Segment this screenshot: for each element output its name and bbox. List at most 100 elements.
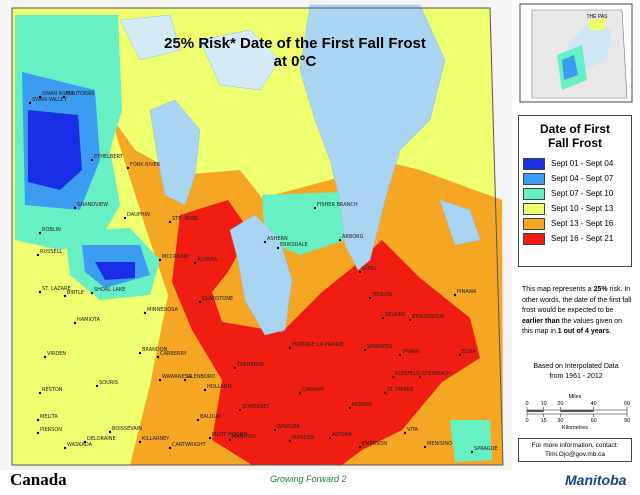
town-label: SOMERSET [242, 404, 270, 410]
legend-item: Sept 13 - Sept 16 [523, 216, 631, 231]
legend-swatch [523, 157, 545, 170]
town-dot [358, 270, 362, 274]
inset-map: THE PAS [519, 3, 633, 103]
town-dot [328, 436, 332, 440]
town-label: GIMLI [362, 266, 376, 272]
town-label: HAMIOTA [77, 317, 101, 323]
town-label: SELKIRK [385, 312, 406, 318]
town-label: STEINBACH [422, 371, 451, 377]
text: This map represents a [522, 286, 594, 293]
town-label: GLADSTONE [202, 296, 233, 302]
legend-title-line: Date of First [539, 122, 610, 136]
town-label: KILLARNEY [142, 436, 170, 442]
town-dot [453, 293, 457, 297]
town-dot [73, 206, 77, 210]
legend-swatch [523, 187, 545, 200]
town-dot [168, 446, 172, 450]
town-dot [273, 428, 277, 432]
town-label: GLENBORO [187, 374, 215, 380]
text: Timi.Ojo@gov.mb.ca [544, 451, 606, 458]
town-label: ST. LAZARE [42, 286, 71, 292]
town-label: CARMAN [302, 387, 324, 393]
town-label: SWAN RIVER [42, 91, 74, 97]
town-dot [63, 294, 67, 298]
town-label: RESTON [42, 387, 63, 393]
town-label: ALONSA [197, 257, 218, 263]
town-dot [62, 95, 66, 99]
town-label: ARBORG [342, 234, 364, 240]
town-label: PILOT MOUND [212, 432, 247, 438]
town-label: PINAWA [457, 289, 477, 295]
legend: Date of First Fall Frost Sept 01 - Sept 0… [518, 115, 632, 267]
text: 1 out of 4 years [557, 328, 610, 335]
town-label: FORK RIVER [130, 162, 161, 168]
town-label: FISHER BRANCH [317, 202, 358, 208]
town-label: MORDEN [292, 435, 315, 441]
town-dot [156, 355, 160, 359]
town-dot [198, 300, 202, 304]
town-label: ERIKSDALE [280, 242, 308, 248]
footer: Canada Growing Forward 2 Manitoba [0, 470, 640, 495]
scale-tick-label: 10 [541, 401, 547, 407]
town-dot [28, 101, 32, 105]
legend-swatch [523, 217, 545, 230]
town-dot [313, 206, 317, 210]
scale-tick-label: 60 [591, 418, 597, 424]
text: earlier than [522, 317, 560, 325]
town-dot [208, 436, 212, 440]
town-label: BRANDON [142, 347, 168, 353]
text: 25% [593, 286, 608, 293]
legend-item: Sept 04 - Sept 07 [523, 171, 631, 186]
town-label: CARBERRY [160, 351, 188, 357]
town-dot [288, 439, 292, 443]
town-dot [398, 353, 402, 357]
town-dot [138, 351, 142, 355]
town-label: ALTONA [332, 432, 352, 438]
town-label: GRANDVIEW [77, 202, 108, 208]
town-label: SPRAGUE [474, 446, 498, 452]
town-dot [83, 440, 87, 444]
legend-label: Sept 10 - Sept 13 [551, 204, 614, 213]
town-dot [233, 366, 237, 370]
scale-tick-label: 20 [557, 401, 563, 407]
town-label: BALDUR [200, 414, 221, 420]
town-label: HOLLAND [207, 384, 232, 390]
town-label: MINNEDOSA [147, 307, 178, 313]
based-on: Based on Interpolated Data from 1961 - 20… [518, 362, 634, 382]
legend-item: Sept 01 - Sept 04 [523, 156, 631, 171]
town-label: RUSSELL [40, 249, 62, 255]
town-label: MCCREARY [162, 254, 191, 260]
town-dot [38, 391, 42, 395]
legend-swatch [523, 202, 545, 215]
town-label: VIRDEN [47, 351, 66, 357]
town-label: MENISINO [427, 441, 452, 447]
text: For more information, contact: [531, 442, 619, 449]
text: . [609, 328, 612, 335]
town-label: VITA [407, 427, 419, 433]
town-dot [338, 238, 342, 242]
town-label: BIRTLE [67, 290, 84, 296]
frost-zone [172, 200, 480, 465]
town-label: MINITONAS [66, 91, 94, 97]
town-label: PORTAGE LA PRAIRIE [292, 342, 344, 348]
town-label: ST. PIERRE [387, 387, 414, 393]
town-dot [168, 220, 172, 224]
town-label: TEULON [371, 292, 392, 298]
legend-label: Sept 13 - Sept 16 [551, 219, 614, 228]
scale-segment [527, 410, 544, 412]
description: This map represents a 25% risk. In other… [522, 285, 634, 338]
legend-item: Sept 16 - Sept 21 [523, 231, 631, 246]
map-title: 25% Risk* Date of the First Fall Frost [164, 35, 426, 52]
town-label: ROBLIN [42, 227, 61, 233]
town-label: DELORAINE [87, 436, 116, 442]
town-label: MORRIS [352, 402, 372, 408]
town-dot [418, 375, 422, 379]
town-dot [458, 353, 462, 357]
town-dot [36, 418, 40, 422]
town-dot [470, 450, 474, 454]
town-dot [138, 440, 142, 444]
town-label: ETHELBERT [94, 154, 124, 160]
